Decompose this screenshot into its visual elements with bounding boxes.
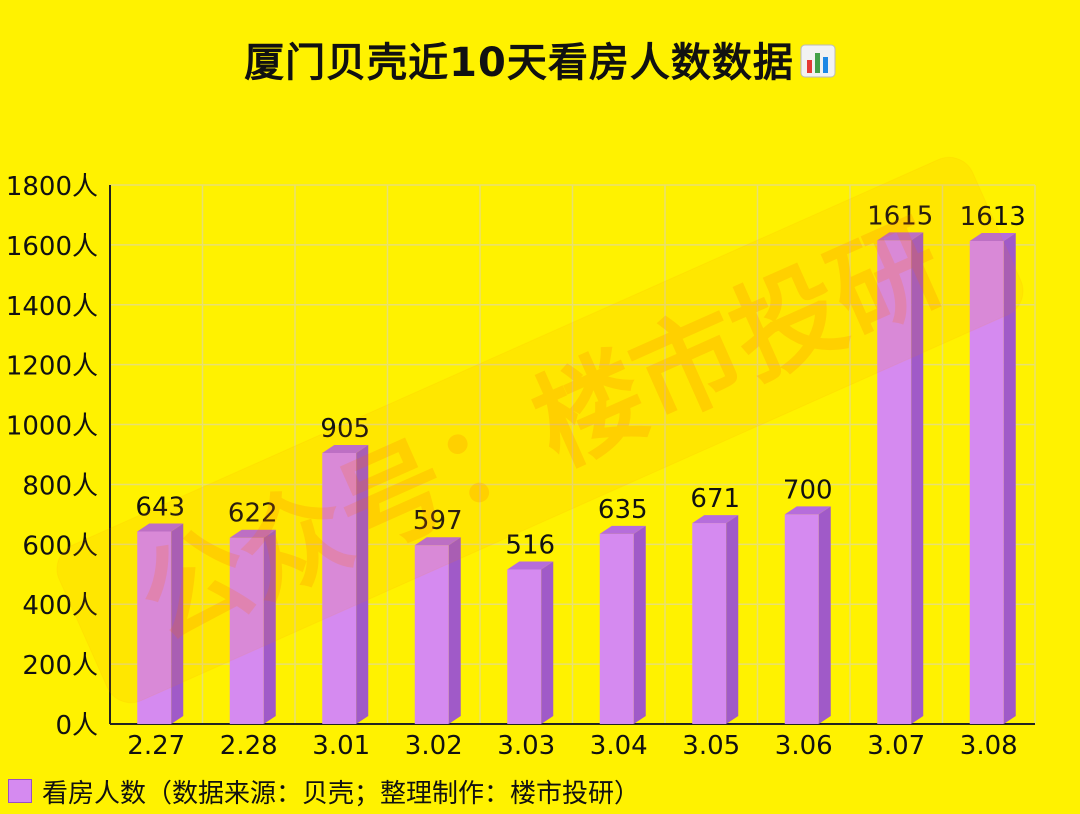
bar-top	[599, 525, 646, 534]
x-tick-label: 3.02	[405, 731, 463, 761]
legend: 看房人数（数据来源：贝壳；整理制作：楼市投研）	[8, 774, 641, 809]
bar-side	[356, 445, 369, 724]
y-tick-label: 1800人	[6, 172, 98, 202]
x-tick-label: 3.03	[497, 731, 555, 761]
legend-label: 看房人数（数据来源：贝壳；整理制作：楼市投研）	[42, 778, 641, 809]
x-tick-label: 3.05	[682, 731, 740, 761]
bar-front	[877, 240, 912, 724]
y-tick-label: 0人	[55, 711, 98, 741]
bar-front	[692, 523, 727, 724]
data-label: 671	[690, 484, 740, 514]
data-label: 905	[320, 414, 370, 444]
y-tick-label: 1600人	[6, 232, 98, 262]
data-label: 622	[228, 499, 278, 529]
bar-front	[507, 569, 542, 724]
data-label: 1613	[960, 202, 1026, 232]
bar-side	[263, 529, 276, 724]
bar-side	[726, 515, 739, 724]
bar-side	[171, 523, 184, 724]
y-tick-label: 1400人	[6, 292, 98, 322]
bar	[969, 232, 1016, 725]
bar-front	[137, 531, 172, 724]
bar	[414, 537, 461, 724]
bar-top	[322, 445, 369, 454]
bar	[784, 506, 831, 724]
bar-top	[877, 232, 924, 241]
data-label: 1615	[867, 201, 933, 231]
bar-top	[969, 232, 1016, 241]
bar-top	[414, 537, 461, 546]
bar	[507, 561, 554, 724]
x-tick-label: 3.06	[775, 731, 833, 761]
chart-title: 厦门贝壳近10天看房人数数据	[0, 30, 1080, 88]
legend-swatch	[8, 779, 32, 803]
bar-top	[692, 515, 739, 524]
bar	[322, 445, 369, 724]
bar-side	[911, 232, 924, 724]
x-tick-label: 3.08	[960, 731, 1018, 761]
bar-front	[599, 533, 634, 724]
bar	[229, 529, 276, 724]
bars	[137, 232, 1016, 725]
bar-side	[818, 506, 831, 724]
data-label: 643	[135, 492, 185, 522]
y-tick-label: 600人	[22, 531, 98, 561]
bar-side	[633, 525, 646, 724]
data-label: 700	[783, 475, 833, 505]
bar-top	[507, 561, 554, 570]
bar-side	[541, 561, 554, 724]
bar-front	[784, 514, 819, 724]
y-tick-label: 1200人	[6, 352, 98, 382]
bar-chart-emoji-icon	[800, 44, 836, 78]
y-tick-label: 800人	[22, 471, 98, 501]
bar-side	[1003, 232, 1016, 725]
bar-top	[137, 523, 184, 532]
y-tick-label: 1000人	[6, 412, 98, 442]
data-label: 635	[598, 495, 648, 525]
data-label: 597	[413, 506, 463, 536]
bar-front	[229, 537, 264, 724]
tick-labels: 0人 200人 400人 600人 800人 1000人 1200人 1400人 1600人 18…	[6, 172, 1018, 761]
bar-top	[229, 529, 276, 538]
x-tick-label: 2.27	[127, 731, 185, 761]
bar	[692, 515, 739, 724]
y-tick-label: 200人	[22, 651, 98, 681]
y-tick-label: 400人	[22, 591, 98, 621]
bar	[137, 523, 184, 724]
value-labels: 643 622 905 597 516 635 671 700 1615 1613	[135, 201, 1025, 560]
x-tick-label: 3.04	[590, 731, 648, 761]
bar-front	[969, 240, 1004, 725]
bar-front	[322, 453, 357, 724]
x-tick-label: 3.07	[867, 731, 925, 761]
bar	[599, 525, 646, 724]
bar-side	[448, 537, 461, 724]
bar-front	[414, 545, 449, 724]
x-tick-label: 2.28	[220, 731, 278, 761]
bar	[877, 232, 924, 724]
x-tick-label: 3.01	[312, 731, 370, 761]
bar-top	[784, 506, 831, 515]
chart-title-text: 厦门贝壳近10天看房人数数据	[244, 40, 794, 86]
data-label: 516	[505, 530, 555, 560]
